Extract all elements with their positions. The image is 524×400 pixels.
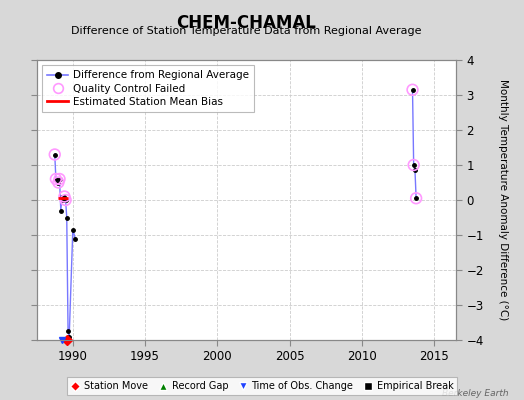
Legend: Difference from Regional Average, Quality Control Failed, Estimated Station Mean: Difference from Regional Average, Qualit…	[42, 65, 254, 112]
Point	[412, 195, 420, 202]
Text: Berkeley Earth: Berkeley Earth	[442, 389, 508, 398]
Y-axis label: Monthly Temperature Anomaly Difference (°C): Monthly Temperature Anomaly Difference (…	[498, 79, 508, 321]
Point	[61, 197, 70, 203]
Point	[50, 151, 59, 158]
Text: Difference of Station Temperature Data from Regional Average: Difference of Station Temperature Data f…	[71, 26, 421, 36]
Point	[409, 162, 418, 168]
Point	[54, 179, 62, 186]
Point	[60, 193, 69, 200]
Point	[56, 176, 64, 182]
Text: CHEM-CHAMAL: CHEM-CHAMAL	[177, 14, 316, 32]
Legend: Station Move, Record Gap, Time of Obs. Change, Empirical Break: Station Move, Record Gap, Time of Obs. C…	[67, 377, 457, 395]
Point	[52, 176, 60, 182]
Point	[408, 86, 417, 93]
